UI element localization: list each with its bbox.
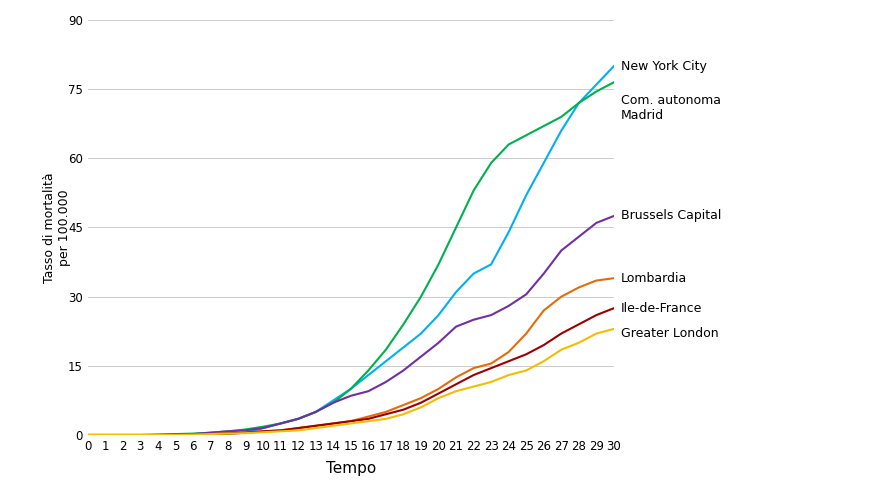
Text: New York City: New York City xyxy=(621,60,707,72)
Text: Brussels Capital: Brussels Capital xyxy=(621,210,721,222)
Text: Greater London: Greater London xyxy=(621,327,718,340)
Text: Lombardia: Lombardia xyxy=(621,272,687,284)
Text: Ile-de-France: Ile-de-France xyxy=(621,302,702,314)
Y-axis label: Tasso di mortalità
per 100.000: Tasso di mortalità per 100.000 xyxy=(43,172,71,283)
Text: Com. autonoma
Madrid: Com. autonoma Madrid xyxy=(621,94,721,122)
X-axis label: Tempo: Tempo xyxy=(325,461,376,476)
